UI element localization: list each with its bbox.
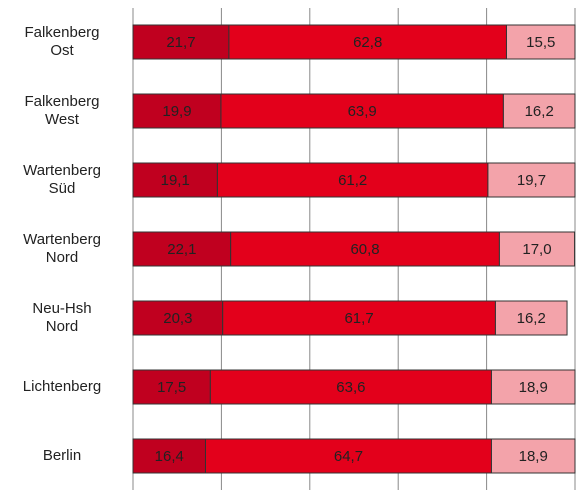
- bar-segment: [230, 231, 500, 267]
- bar-segment: [494, 300, 568, 336]
- data-label: 61,2: [338, 172, 367, 189]
- y-tick-label: Berlin: [43, 447, 81, 464]
- bar-segment: [132, 24, 230, 60]
- y-tick-label: Lichtenberg: [23, 378, 101, 395]
- bar-segment: [216, 162, 489, 198]
- data-label: 18,9: [519, 448, 548, 465]
- y-tick-label: Neu-Hsh Nord: [32, 300, 91, 335]
- data-label: 19,1: [161, 172, 190, 189]
- data-label: 18,9: [519, 379, 548, 396]
- y-tick-label: Wartenberg Nord: [23, 231, 101, 266]
- bar-segment: [222, 300, 496, 336]
- bar-segment: [487, 162, 576, 198]
- y-tick-label: Falkenberg Ost: [24, 24, 99, 59]
- data-label: 19,7: [517, 172, 546, 189]
- bar-segment: [132, 162, 218, 198]
- data-label: 15,5: [526, 34, 555, 51]
- data-label: 22,1: [167, 241, 196, 258]
- bar-segment: [490, 438, 576, 474]
- y-tick-label: Wartenberg Süd: [23, 162, 101, 197]
- data-label: 61,7: [344, 310, 373, 327]
- bar-segment: [490, 369, 576, 405]
- bar-segment: [132, 231, 232, 267]
- data-label: 62,8: [353, 34, 382, 51]
- bar-segment: [220, 93, 504, 129]
- bar-segment: [502, 93, 576, 129]
- bar-segment: [132, 93, 222, 129]
- bar-segment: [132, 300, 224, 336]
- data-label: 19,9: [162, 103, 191, 120]
- data-label: 17,5: [157, 379, 186, 396]
- y-tick-label: Falkenberg West: [24, 93, 99, 128]
- data-label: 20,3: [163, 310, 192, 327]
- data-label: 16,2: [517, 310, 546, 327]
- data-label: 17,0: [522, 241, 551, 258]
- data-label: 64,7: [334, 448, 363, 465]
- data-label: 63,6: [336, 379, 365, 396]
- data-label: 63,9: [348, 103, 377, 120]
- data-label: 60,8: [350, 241, 379, 258]
- data-label: 21,7: [166, 34, 195, 51]
- data-label: 16,2: [525, 103, 554, 120]
- data-label: 16,4: [155, 448, 184, 465]
- bar-segment: [209, 369, 492, 405]
- bar-segment: [498, 231, 576, 267]
- bar-segment: [505, 24, 576, 60]
